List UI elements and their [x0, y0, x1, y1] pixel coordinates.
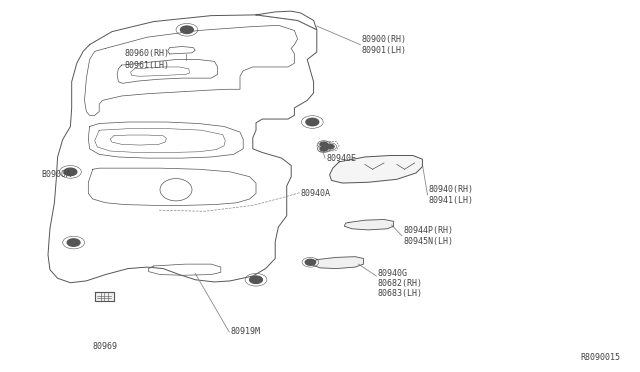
Circle shape	[180, 26, 193, 33]
Text: R8090015: R8090015	[581, 353, 621, 362]
Circle shape	[305, 259, 316, 265]
Polygon shape	[344, 219, 394, 230]
Text: 80940E: 80940E	[326, 154, 356, 163]
Text: 80961(LH): 80961(LH)	[125, 61, 170, 70]
Text: 80900(RH): 80900(RH)	[362, 35, 406, 44]
Circle shape	[306, 118, 319, 126]
Circle shape	[250, 276, 262, 283]
Polygon shape	[312, 257, 364, 269]
Circle shape	[67, 239, 80, 246]
Text: 80901(LH): 80901(LH)	[362, 46, 406, 55]
Text: 80682(RH): 80682(RH)	[378, 279, 422, 288]
Circle shape	[320, 142, 328, 147]
Text: 80940G: 80940G	[378, 269, 408, 278]
Polygon shape	[330, 155, 422, 183]
Polygon shape	[48, 15, 317, 283]
Circle shape	[326, 144, 334, 149]
Text: 80940A: 80940A	[301, 189, 331, 198]
Text: 80919M: 80919M	[230, 327, 260, 336]
Text: 80944P(RH): 80944P(RH)	[403, 226, 453, 235]
Text: 80960(RH): 80960(RH)	[125, 49, 170, 58]
Text: 80683(LH): 80683(LH)	[378, 289, 422, 298]
Text: 80941(LH): 80941(LH)	[429, 196, 474, 205]
Text: B0900A: B0900A	[42, 170, 72, 179]
Circle shape	[64, 168, 77, 176]
Text: 80969: 80969	[93, 342, 118, 351]
Polygon shape	[256, 11, 317, 30]
Circle shape	[320, 147, 328, 151]
Text: 80940(RH): 80940(RH)	[429, 185, 474, 194]
Polygon shape	[95, 292, 114, 301]
Text: 80945N(LH): 80945N(LH)	[403, 237, 453, 246]
